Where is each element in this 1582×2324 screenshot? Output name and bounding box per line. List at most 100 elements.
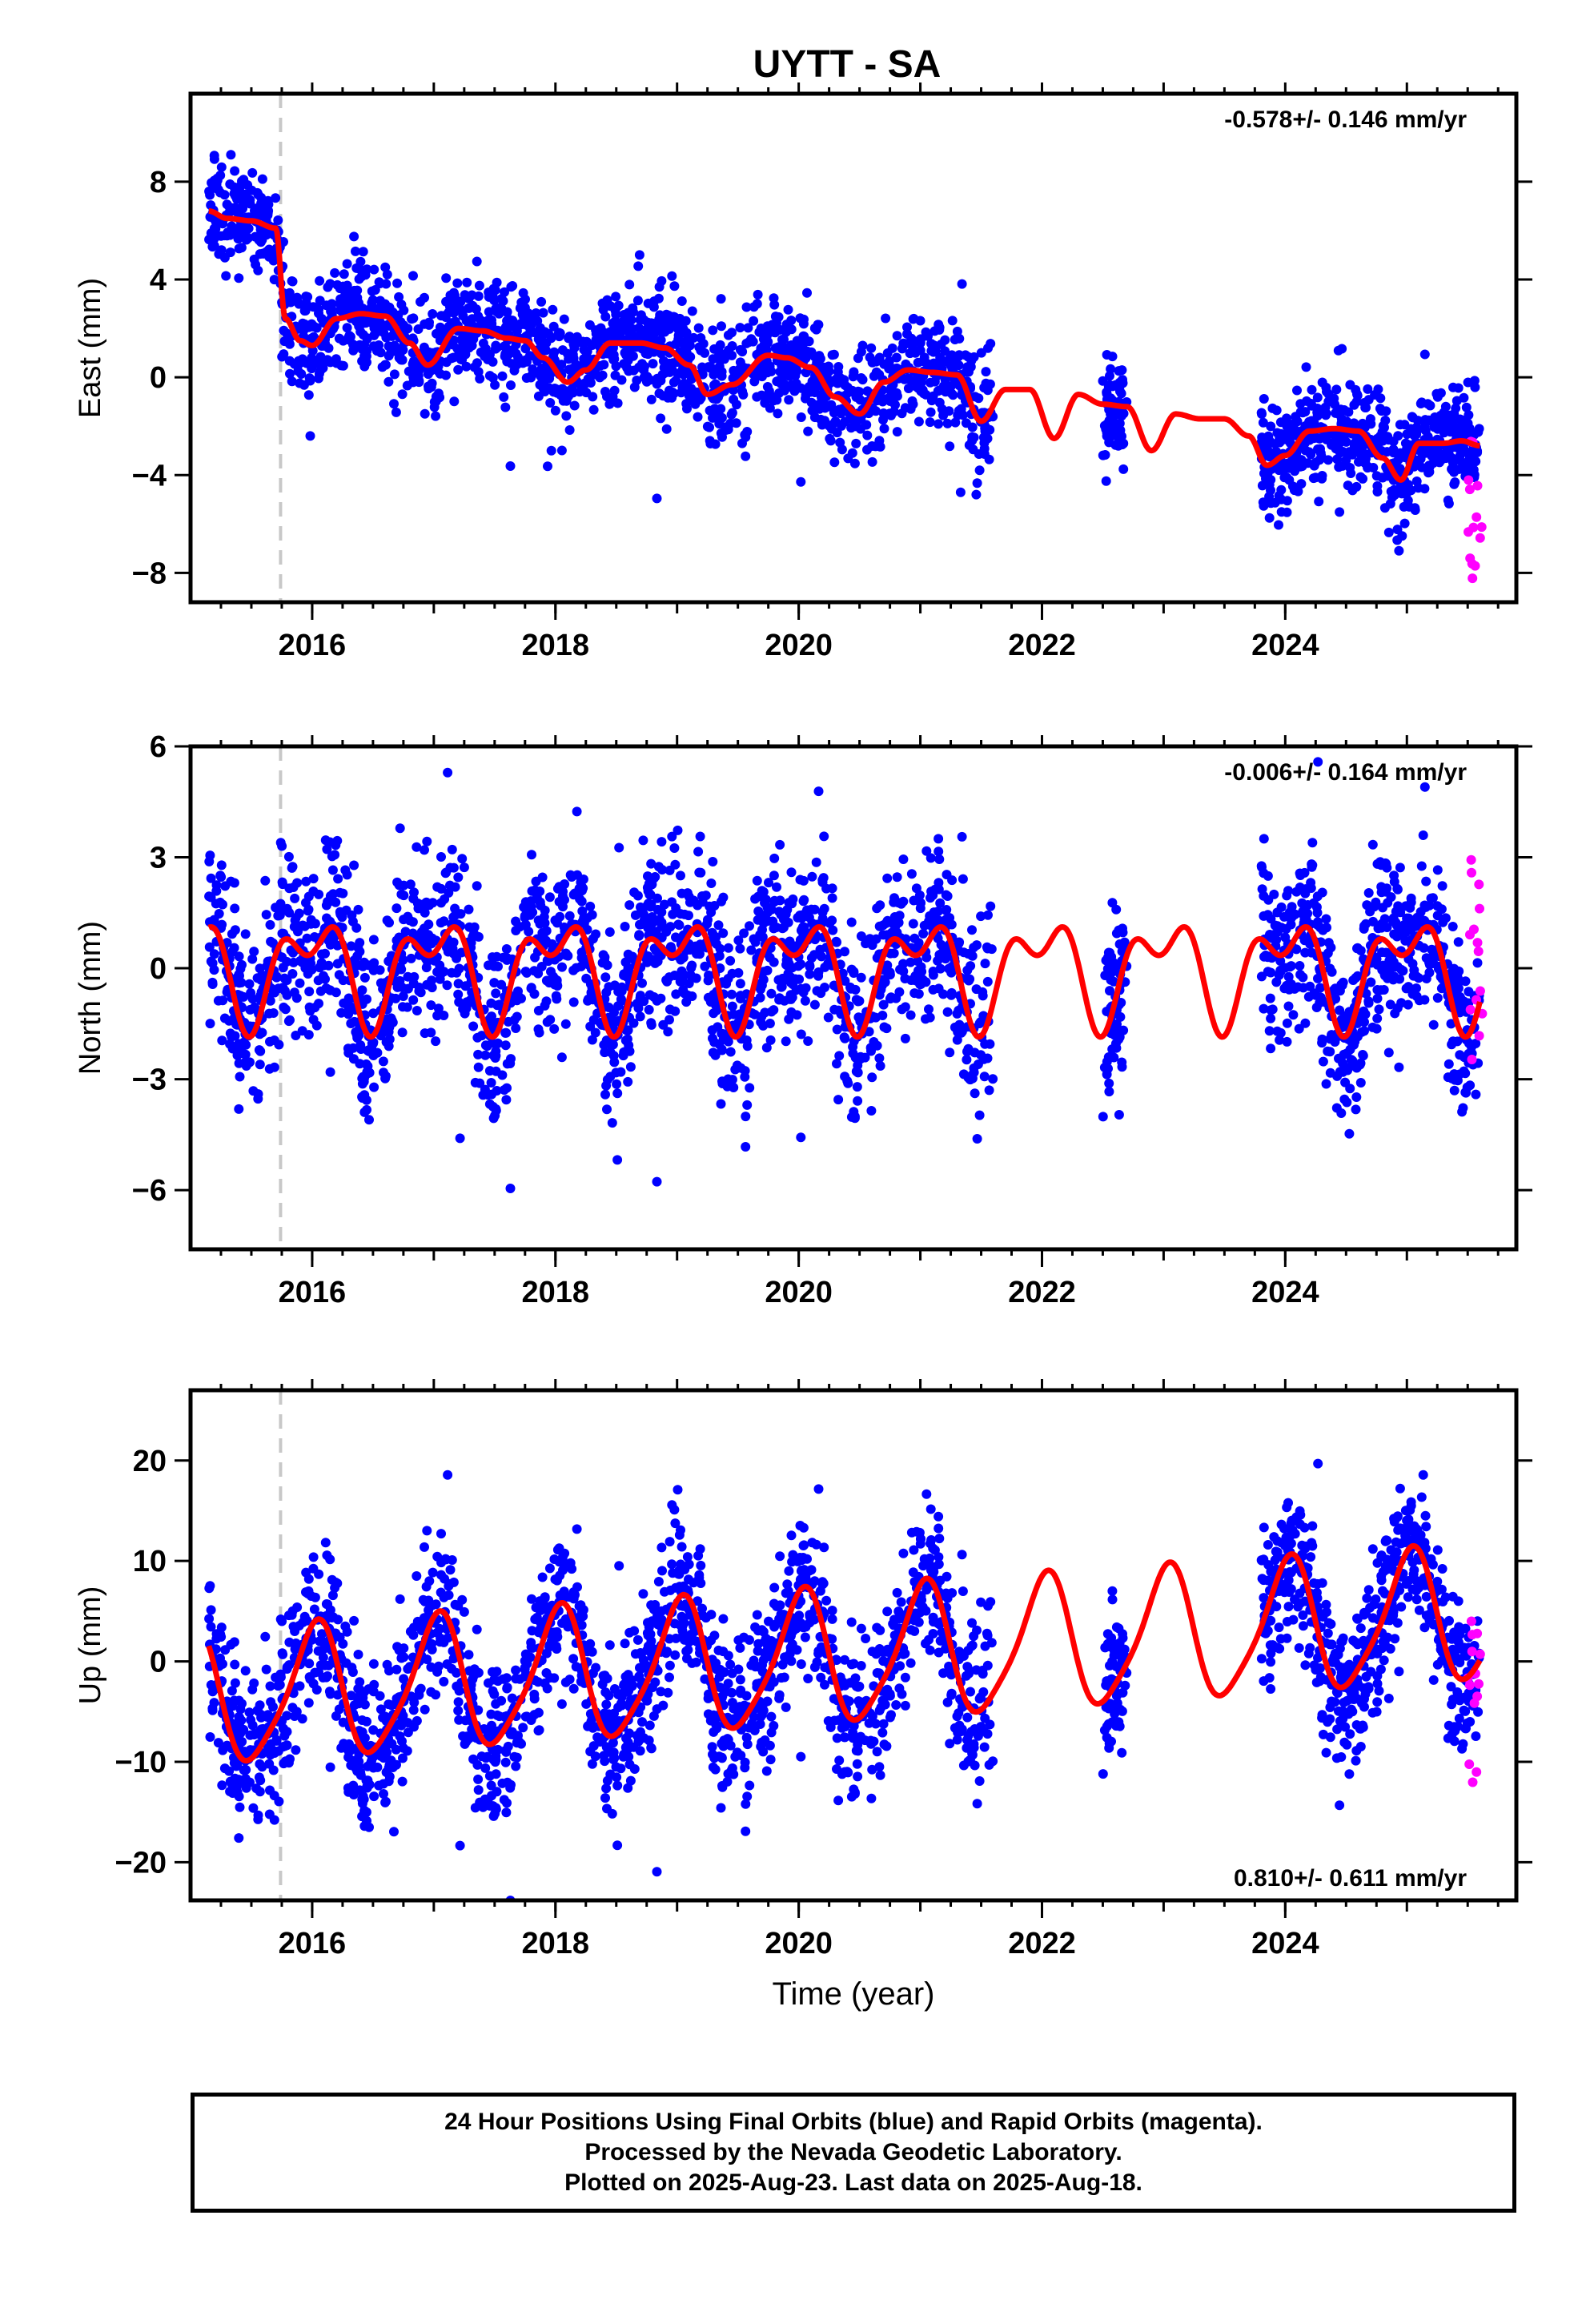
final-point (1098, 1112, 1108, 1122)
y-tick-label: 4 (150, 263, 167, 297)
final-point (568, 890, 579, 900)
final-point (1105, 969, 1115, 979)
final-point (535, 897, 545, 907)
final-point (947, 316, 958, 326)
final-point (685, 340, 695, 351)
final-point (1282, 413, 1291, 424)
final-point (1313, 757, 1323, 767)
final-point (709, 380, 720, 391)
final-point (946, 967, 957, 978)
final-point (853, 996, 863, 1007)
final-point (753, 289, 763, 300)
final-point (1114, 1110, 1124, 1120)
final-point (315, 275, 325, 286)
final-point (1118, 464, 1129, 474)
final-point (502, 953, 512, 963)
final-point (247, 954, 258, 964)
model-curve (207, 208, 1482, 483)
final-point (290, 893, 300, 903)
final-point (287, 376, 297, 387)
rapid-point (1467, 1055, 1477, 1064)
final-point (257, 174, 267, 184)
final-point (957, 279, 967, 289)
final-point (391, 993, 401, 1003)
final-point (908, 314, 918, 324)
final-point (351, 246, 360, 256)
final-point (670, 1006, 681, 1016)
final-point (681, 997, 692, 1007)
final-point (1266, 498, 1276, 509)
final-point (473, 1062, 484, 1072)
final-point (431, 411, 441, 421)
final-point (623, 308, 633, 318)
final-point (1453, 937, 1464, 947)
final-point (786, 867, 797, 878)
final-point (934, 320, 944, 330)
final-point (1332, 454, 1343, 464)
final-point (769, 895, 780, 906)
final-point (800, 995, 810, 1006)
final-point (211, 880, 222, 891)
final-point (805, 386, 815, 396)
final-point (646, 394, 656, 404)
final-point (612, 398, 623, 408)
final-point (544, 373, 555, 384)
final-point (1383, 527, 1394, 537)
final-point (351, 263, 362, 273)
final-point (389, 399, 399, 409)
final-point (759, 364, 769, 375)
final-point (851, 1066, 861, 1076)
final-point (389, 369, 400, 380)
final-point (834, 1051, 845, 1061)
final-point (685, 897, 695, 907)
final-point (211, 179, 222, 190)
final-point (898, 854, 909, 864)
final-point (867, 1072, 877, 1083)
final-point (819, 831, 829, 842)
final-point (1421, 876, 1431, 887)
final-point (735, 323, 745, 333)
velocity-rate-label: -0.578+/- 0.146 mm/yr (1224, 107, 1467, 133)
final-point (359, 1107, 370, 1117)
final-point (642, 328, 652, 338)
final-point (762, 321, 773, 332)
final-point (809, 950, 819, 960)
final-point (796, 1029, 806, 1039)
final-point (359, 957, 369, 967)
final-point (282, 903, 292, 914)
final-point (204, 856, 215, 866)
final-point (727, 408, 737, 418)
final-point (1343, 480, 1353, 491)
final-point (491, 304, 501, 314)
final-point (1284, 475, 1295, 485)
final-point (677, 296, 687, 306)
final-point (1403, 496, 1413, 505)
time-series-figure: UYTT - SA 2016 2018 2020 2022 2024−8−4048Eas… (74, 43, 1532, 2012)
final-point (1337, 980, 1347, 991)
final-point (1424, 460, 1434, 471)
final-point (1261, 473, 1271, 484)
final-point (1398, 966, 1408, 976)
final-point (213, 995, 223, 1006)
final-point (279, 1002, 289, 1012)
final-point (916, 378, 926, 388)
final-point (551, 991, 561, 1001)
final-point (552, 330, 563, 340)
final-point (308, 332, 319, 342)
final-point (222, 199, 232, 210)
final-point (501, 1095, 512, 1105)
final-point (941, 387, 950, 397)
plot-area (204, 746, 1488, 1249)
final-point (563, 348, 572, 359)
final-point (1282, 1036, 1292, 1047)
final-point (427, 975, 437, 986)
final-point (216, 245, 227, 255)
final-point (369, 1082, 379, 1092)
final-point (1395, 448, 1406, 458)
final-point (823, 1012, 833, 1023)
final-point (947, 875, 958, 886)
final-point (1312, 907, 1323, 918)
final-point (874, 1053, 885, 1063)
final-point (1470, 382, 1480, 392)
final-point (397, 1027, 408, 1038)
